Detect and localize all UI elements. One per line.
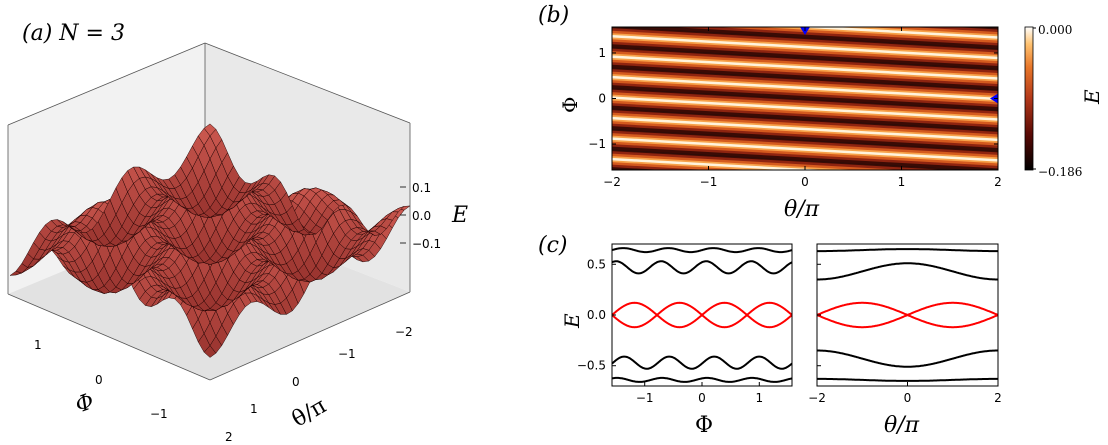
heatmap-stripe xyxy=(564,238,1047,265)
band-line-red xyxy=(612,301,792,317)
y-tick-label: −0.5 xyxy=(577,359,606,373)
band-line-red xyxy=(817,313,998,329)
heatmap-trough xyxy=(975,27,998,29)
subplot-y-label: E xyxy=(560,313,584,329)
y-tick-label: 0.5 xyxy=(587,257,606,271)
heatmap-trough xyxy=(564,0,1047,10)
heatmap-stripe xyxy=(789,27,998,39)
heatmap-stripe xyxy=(612,75,998,101)
band-line xyxy=(817,349,998,368)
subplot-theta-lines xyxy=(817,248,998,382)
band-line-red xyxy=(612,313,792,329)
x-tick-label: 0 xyxy=(698,391,706,405)
heatmap-stripe xyxy=(979,27,998,29)
heatmap-stripe xyxy=(612,137,998,162)
theta-tick-label: 0 xyxy=(292,375,300,389)
x-tick-label: 0 xyxy=(904,391,912,405)
heatmap-stripe xyxy=(612,96,998,121)
heatmap-stripe xyxy=(564,238,1047,265)
y-tick-label: 1 xyxy=(598,46,606,60)
x-tick-label: −2 xyxy=(808,391,826,405)
x-tick-label: −2 xyxy=(603,175,621,189)
x-tick-label: 2 xyxy=(994,391,1002,405)
energy-surface xyxy=(9,123,411,358)
band-line xyxy=(612,355,792,370)
heatmap-stripe xyxy=(564,0,1047,20)
subplot-theta-x-label: θ/π xyxy=(884,413,920,438)
phi-axis-label: Φ xyxy=(72,389,98,419)
heatmap-stripe xyxy=(564,0,1047,20)
band-line xyxy=(817,262,998,281)
panel-c: (c) 0.5 0.0 −0.5 −1 0 1 −2 0 2 E Φ θ/π xyxy=(538,233,1002,438)
colorbar-max-label: 0.000 xyxy=(1038,23,1072,37)
heatmap-stripe xyxy=(612,34,998,60)
colorbar-label: E xyxy=(1080,89,1104,105)
x-tick-label: 1 xyxy=(898,175,906,189)
z-tick-label: −0.1 xyxy=(412,237,441,251)
heatmap-stripe xyxy=(612,55,998,80)
x-tick-label: −1 xyxy=(636,391,654,405)
theta-axis-label: θ/π xyxy=(288,393,331,432)
y-tick-label: 0 xyxy=(598,92,606,106)
heatmap-stripe xyxy=(564,238,1047,265)
heatmap-trough xyxy=(564,249,1047,276)
surface-patch xyxy=(203,123,217,137)
panel-b-title: (b) xyxy=(538,3,569,28)
panel-a-title: (a) N = 3 xyxy=(22,21,125,46)
x-tick-label: 0 xyxy=(801,175,809,189)
x-tick-label: −1 xyxy=(700,175,718,189)
x-tick-label: 2 xyxy=(994,175,1002,189)
z-axis-label: E xyxy=(451,203,468,228)
x-tick-label: 1 xyxy=(755,391,763,405)
heatmap-stripe xyxy=(564,0,1047,20)
phi-tick-label: 0 xyxy=(95,373,103,387)
subplot-phi-lines xyxy=(612,247,792,383)
band-line xyxy=(817,248,998,253)
panel-a: (a) N = 3 0.1 0.0 −0.1 E 1 0 −1 Φ xyxy=(7,21,468,444)
theta-tick-label: −2 xyxy=(395,325,413,339)
heatmap-stripe xyxy=(564,238,1047,265)
z-tick-label: 0.0 xyxy=(412,209,431,223)
band-line xyxy=(612,260,792,275)
heatmap-stripe xyxy=(612,116,998,142)
theta-tick-label: 2 xyxy=(225,430,233,444)
heatmap-y-label: Φ xyxy=(558,97,582,113)
heatmap-stripe xyxy=(612,157,828,170)
heatmap-axes: −2 −1 0 1 2 1 0 −1 xyxy=(588,27,1002,189)
heatmap-stripe xyxy=(564,0,1047,20)
y-tick-label: −1 xyxy=(588,137,606,151)
heatmap-x-label: θ/π xyxy=(784,197,820,222)
theta-tick-label: −1 xyxy=(338,347,356,361)
heatmap-stripe xyxy=(564,238,1047,265)
colorbar xyxy=(1024,26,1034,171)
phi-tick-label: −1 xyxy=(150,407,168,421)
z-tick-label: 0.1 xyxy=(412,181,431,195)
heatmap xyxy=(564,0,1047,276)
box-edges xyxy=(7,42,411,381)
band-line xyxy=(612,376,792,383)
band-line-red xyxy=(817,301,998,317)
subplot-phi-x-label: Φ xyxy=(695,413,713,438)
panel-c-title: (c) xyxy=(538,233,568,258)
phi-tick-label: 1 xyxy=(34,338,42,352)
panel-b: (b) −2 −1 0 1 2 1 0 −1 θ/π Φ 0.000 −0.186 E xyxy=(538,0,1104,276)
colorbar-min-label: −0.186 xyxy=(1038,165,1082,179)
y-tick-label: 0.0 xyxy=(587,308,606,322)
theta-tick-label: 1 xyxy=(250,402,258,416)
band-line xyxy=(612,247,792,254)
band-line xyxy=(817,377,998,382)
subplot-axes: 0.5 0.0 −0.5 −1 0 1 −2 0 2 xyxy=(577,257,1002,405)
z-axis xyxy=(400,186,406,244)
